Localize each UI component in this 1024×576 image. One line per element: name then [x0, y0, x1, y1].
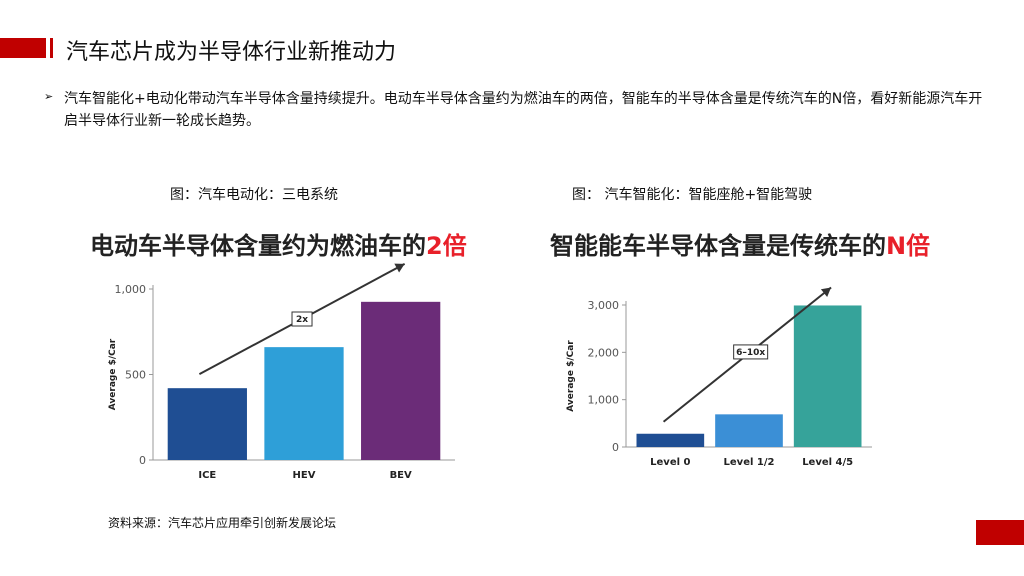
trend-arrow-head	[820, 287, 832, 298]
annotation-label: 6–10x	[736, 348, 765, 358]
x-tick-label: HEV	[293, 470, 316, 481]
chart-smart-semiconductor: 智能能车半导体含量是传统车的N倍 0 1,000 2,000 3,000 Average …	[550, 232, 930, 468]
chart-title-text: 智能能车半导体含量是传统车的	[550, 232, 886, 260]
y-axis-label: Average $/Car	[566, 340, 576, 412]
bar	[264, 347, 344, 460]
source-note: 资料来源：汽车芯片应用牵引创新发展论坛	[108, 516, 337, 530]
bar	[167, 388, 247, 460]
y-tick-label: 1,000	[588, 394, 620, 407]
annotation-box	[733, 344, 769, 360]
y-axis-label: Average $/Car	[108, 338, 118, 410]
y-tick-label: 2,000	[588, 346, 620, 359]
bullet-text: 汽车智能化+电动化带动汽车半导体含量持续提升。电动车半导体含量约为燃油车的两倍，…	[64, 91, 983, 129]
bar	[715, 414, 783, 447]
corner-accent	[976, 520, 1024, 545]
y-tick-label: 500	[125, 369, 146, 382]
chart-title-highlight: N倍	[886, 232, 930, 260]
chart-title-highlight: 2倍	[426, 232, 467, 260]
trend-arrow-head	[394, 263, 405, 273]
header-accent-line	[50, 38, 53, 58]
header-accent-bar	[0, 38, 46, 58]
x-tick-label: ICE	[198, 470, 216, 481]
annotation-label: 2x	[296, 315, 308, 325]
y-tick-label: 0	[612, 441, 619, 454]
x-tick-label: Level 1/2	[724, 457, 775, 468]
y-tick-label: 0	[139, 454, 146, 467]
x-tick-label: Level 4/5	[802, 457, 853, 468]
chart-title: 电动车半导体含量约为燃油车的2倍	[90, 232, 467, 260]
bar	[361, 301, 441, 460]
y-tick-label: 3,000	[588, 299, 620, 312]
chart-title-text: 电动车半导体含量约为燃油车的	[90, 232, 426, 260]
chart-ev-semiconductor: 电动车半导体含量约为燃油车的2倍 0 500 1,000 Average $/Car IC…	[90, 232, 467, 481]
caption-left: 图：汽车电动化：三电系统	[170, 187, 338, 203]
x-tick-label: Level 0	[650, 457, 690, 468]
bullet-arrow-icon: ➢	[44, 90, 54, 103]
x-tick-label: BEV	[390, 470, 412, 481]
caption-right: 图： 汽车智能化：智能座舱+智能驾驶	[572, 187, 813, 203]
bar	[636, 433, 705, 447]
annotation-box	[291, 311, 313, 327]
page-title: 汽车芯片成为半导体行业新推动力	[66, 40, 397, 65]
chart-title: 智能能车半导体含量是传统车的N倍	[550, 232, 930, 260]
bar	[793, 305, 862, 447]
y-tick-label: 1,000	[115, 283, 147, 296]
